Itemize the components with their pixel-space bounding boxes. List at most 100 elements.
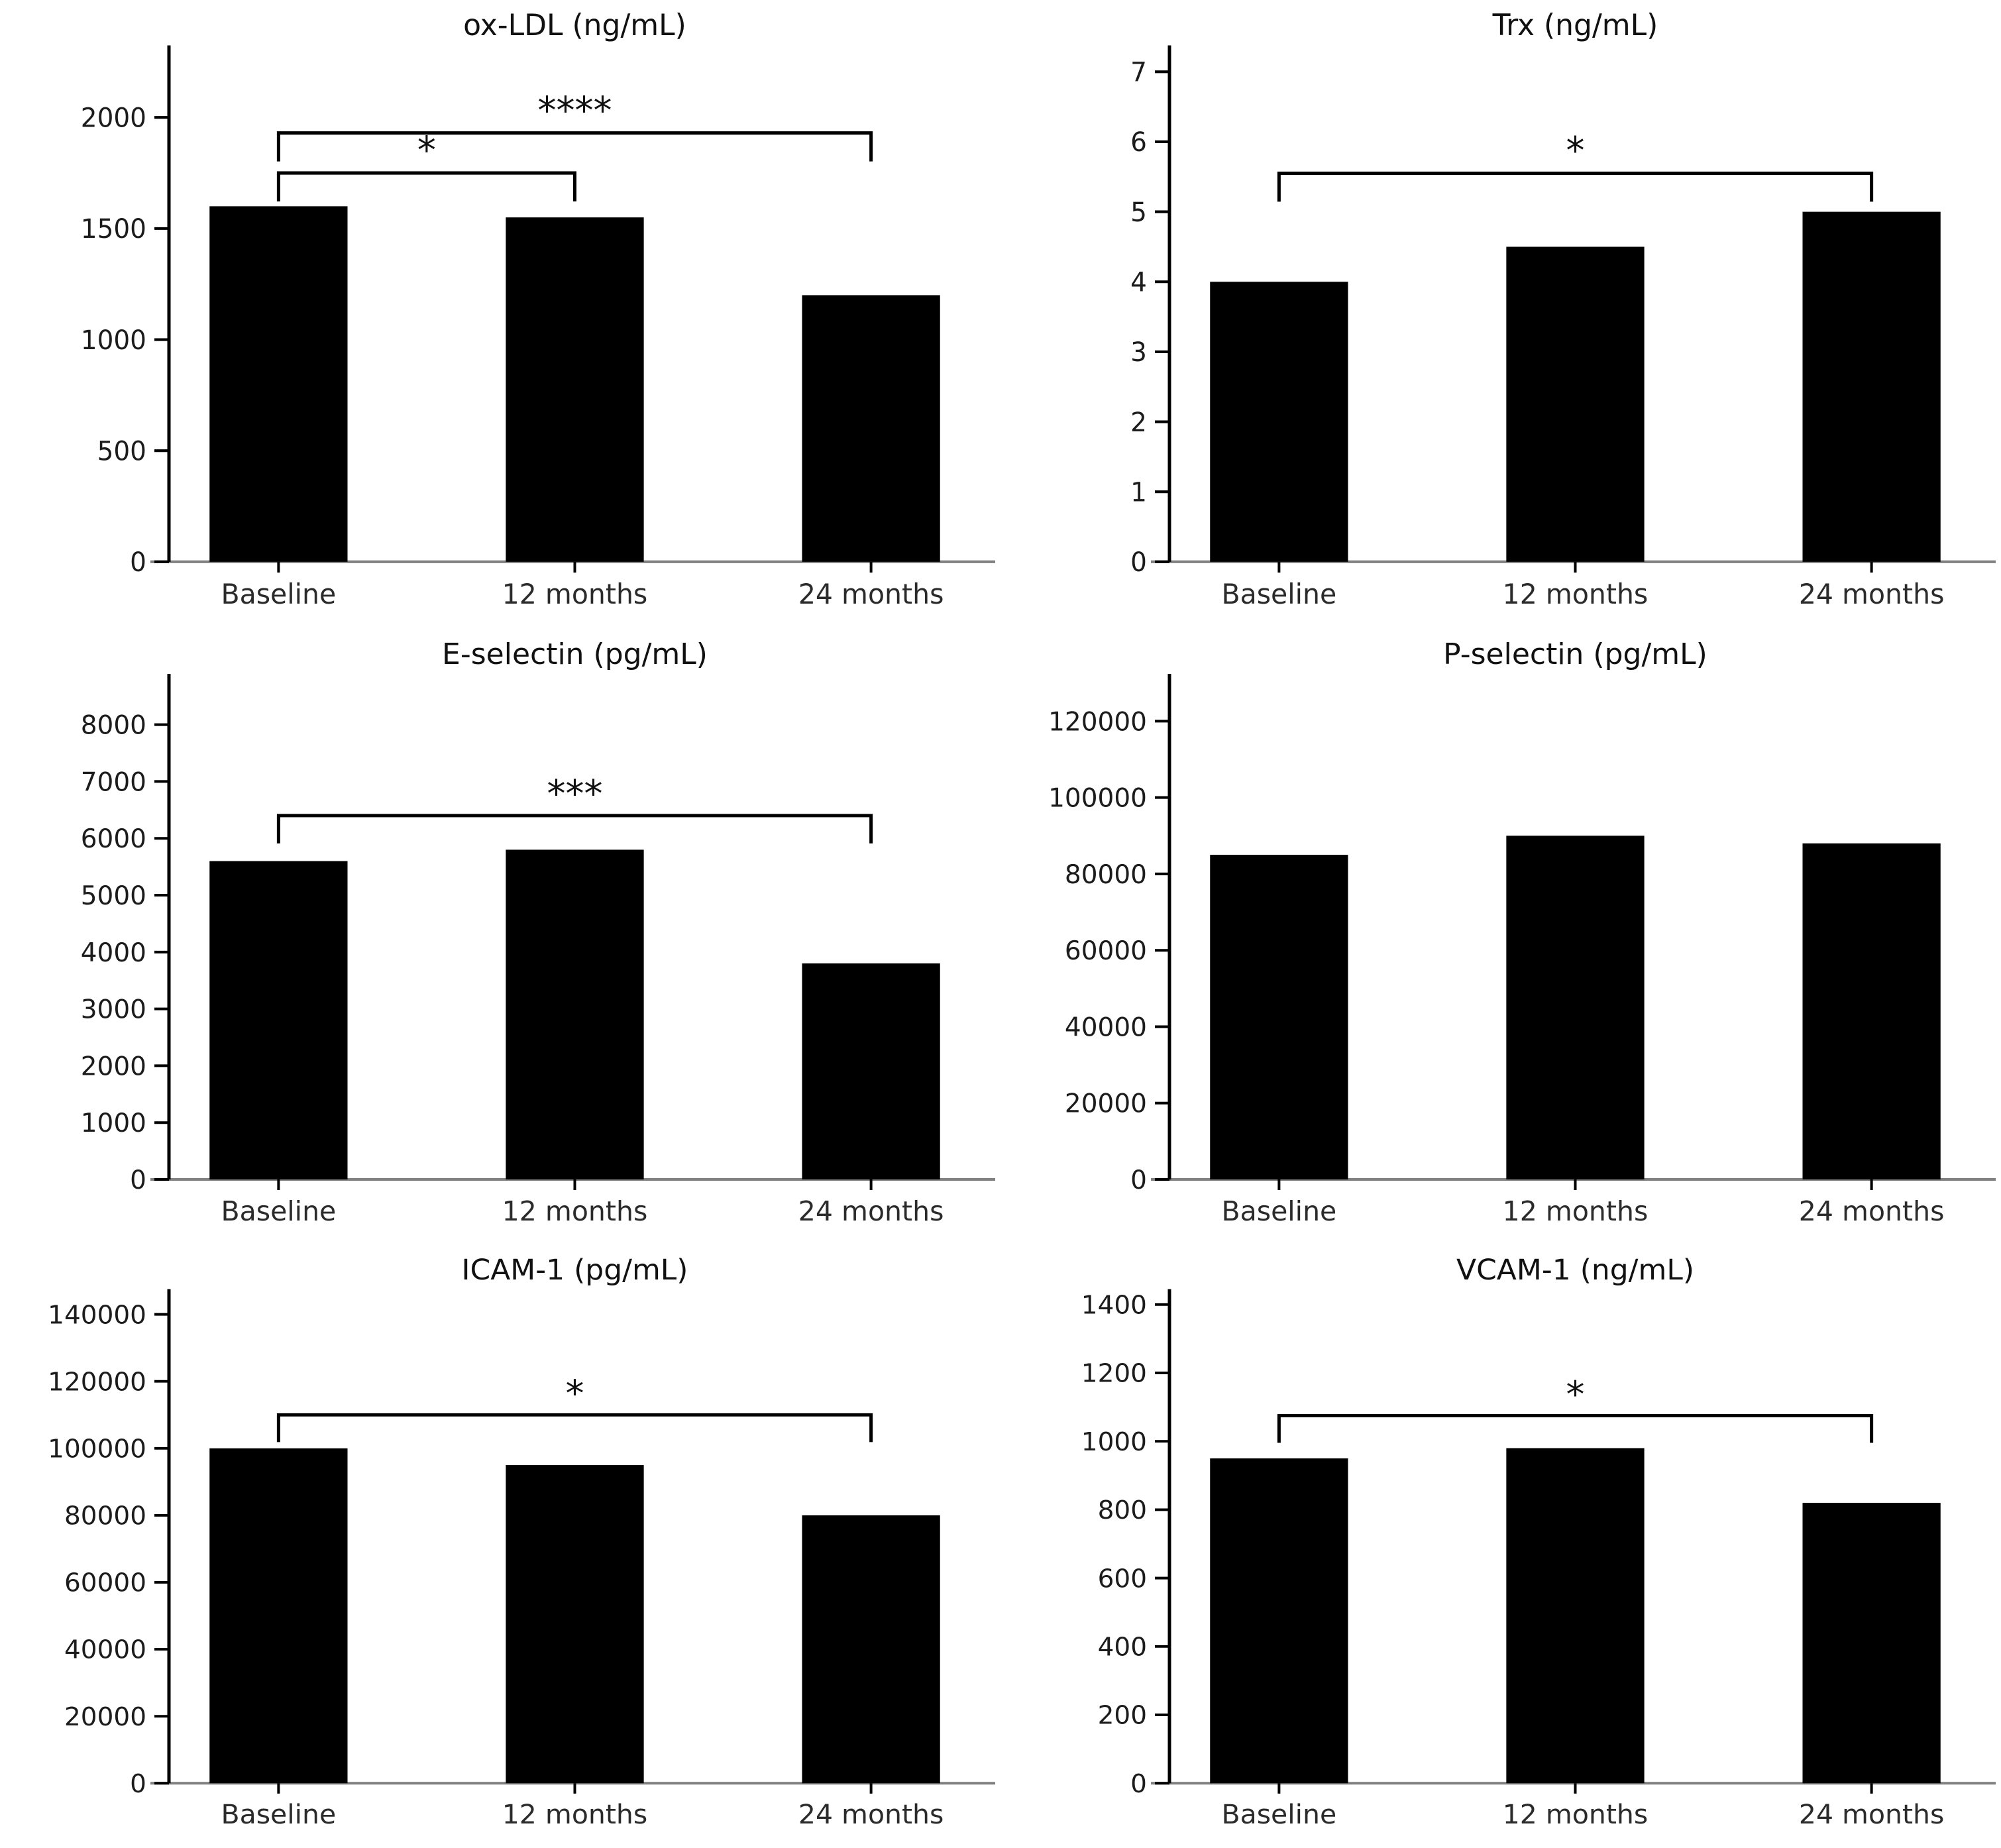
- bar-baseline: [209, 861, 348, 1179]
- chart-panel-icam-1-pg-ml: ICAM-1 (pg/mL) 0 20000 40000 60000 80000 10000…: [0, 1246, 1000, 1848]
- y-tick-label: 0: [130, 547, 146, 578]
- significance-bracket: [276, 171, 576, 201]
- y-tick-label: 600: [1098, 1564, 1147, 1594]
- significance-stars: *: [565, 1373, 584, 1415]
- y-tick-label: 140000: [48, 1301, 146, 1330]
- bar-baseline: [1210, 282, 1348, 562]
- y-tick-label: 500: [97, 436, 146, 466]
- x-category-label: 24 months: [1799, 578, 1945, 611]
- y-tick-label: 4000: [81, 938, 146, 968]
- y-tick-label: 3: [1130, 337, 1147, 368]
- y-tick-label: 60000: [1065, 936, 1147, 966]
- x-category-label: 12 months: [502, 1195, 648, 1227]
- x-category-label: Baseline: [221, 1798, 337, 1829]
- y-tick-label: 40000: [1065, 1012, 1147, 1042]
- y-tick-label: 80000: [64, 1501, 146, 1531]
- x-category-label: Baseline: [221, 1195, 336, 1227]
- significance-stars: *: [1566, 1374, 1584, 1415]
- x-category-label: 12 months: [1503, 1195, 1649, 1227]
- y-tick-label: 0: [130, 1769, 146, 1798]
- significance-stars: *: [417, 129, 436, 173]
- y-tick-label: 800: [1098, 1496, 1147, 1525]
- significance-stars: ***: [547, 773, 603, 816]
- significance-bracket: [276, 131, 873, 162]
- y-tick-label: 0: [1130, 1166, 1147, 1195]
- chart-panel-p-selectin-pg-ml: P-selectin (pg/mL) 0 20000 40000 60000 80000 1…: [1000, 629, 2001, 1246]
- bar-baseline: [1210, 855, 1348, 1179]
- x-category-label: 24 months: [1799, 1195, 1945, 1227]
- chart-panel-trx-ng-ml: Trx (ng/mL) 0 1 2 3 4 5 6 7 Baseline 12 months 24 m…: [1000, 0, 2001, 629]
- chart-title: VCAM-1 (ng/mL): [1456, 1254, 1694, 1286]
- bar-12-months: [1506, 246, 1645, 562]
- bar-24-months: [802, 1515, 940, 1784]
- y-tick-label: 6000: [81, 824, 146, 854]
- bar-12-months: [506, 217, 644, 562]
- chart-canvas: E-selectin (pg/mL) 0 1000 2000 3000 4000 5000 6…: [81, 637, 995, 1227]
- y-tick-label: 2000: [81, 103, 146, 133]
- y-tick-label: 20000: [64, 1702, 146, 1731]
- y-tick-label: 0: [1130, 547, 1147, 578]
- bar-baseline: [209, 1448, 348, 1784]
- y-tick-label: 200: [1098, 1701, 1147, 1730]
- significance-stars: ****: [538, 89, 612, 133]
- chart-canvas: Trx (ng/mL) 0 1 2 3 4 5 6 7 Baseline 12 months 24 m…: [1130, 9, 1996, 611]
- chart-canvas: P-selectin (pg/mL) 0 20000 40000 60000 80000 1…: [1048, 637, 1996, 1227]
- y-tick-label: 4: [1130, 267, 1147, 298]
- bar-12-months: [1506, 836, 1645, 1179]
- x-category-label: Baseline: [1222, 1798, 1337, 1829]
- x-category-label: 12 months: [1503, 1798, 1649, 1829]
- chart-title: E-selectin (pg/mL): [442, 637, 708, 671]
- y-tick-label: 1200: [1081, 1359, 1147, 1388]
- bar-24-months: [802, 963, 940, 1179]
- y-tick-label: 0: [1130, 1769, 1147, 1798]
- x-category-label: 12 months: [502, 578, 648, 611]
- chart-panel-vcam-1-ng-ml: VCAM-1 (ng/mL) 0 200 400 600 800 1000 1200 1400 B…: [1000, 1246, 2001, 1848]
- x-category-label: Baseline: [221, 578, 336, 611]
- y-tick-label: 1000: [81, 325, 146, 355]
- chart-panel-e-selectin-pg-ml: E-selectin (pg/mL) 0 1000 2000 3000 4000 5000 6…: [0, 629, 1000, 1246]
- y-tick-label: 60000: [64, 1568, 146, 1598]
- bar-24-months: [1802, 211, 1941, 562]
- significance-stars: *: [1566, 129, 1585, 174]
- significance-bracket: [276, 814, 873, 843]
- bar-24-months: [1802, 843, 1941, 1179]
- bar-baseline: [209, 206, 348, 562]
- chart-title: Trx (ng/mL): [1492, 9, 1658, 43]
- bar-12-months: [1506, 1448, 1645, 1784]
- chart-title: ICAM-1 (pg/mL): [462, 1254, 688, 1286]
- x-category-label: 24 months: [1799, 1798, 1945, 1829]
- chart-title: P-selectin (pg/mL): [1443, 637, 1707, 671]
- x-category-label: Baseline: [1221, 1195, 1336, 1227]
- x-category-label: 12 months: [502, 1798, 648, 1829]
- y-tick-label: 80000: [1065, 860, 1147, 890]
- significance-bracket: [1277, 171, 1874, 202]
- y-tick-label: 0: [130, 1166, 146, 1195]
- x-category-label: 24 months: [798, 1798, 944, 1829]
- y-tick-label: 1: [1130, 477, 1147, 508]
- y-tick-label: 100000: [48, 1435, 146, 1464]
- y-tick-label: 40000: [64, 1635, 146, 1664]
- x-category-label: 24 months: [798, 578, 944, 611]
- x-category-label: 12 months: [1503, 578, 1649, 611]
- y-tick-label: 2000: [81, 1052, 146, 1081]
- chart-panel-ox-ldl-ng-ml: ox-LDL (ng/mL) 0 500 1000 1500 2000 Baseline 12…: [0, 0, 1000, 629]
- y-tick-label: 1500: [81, 214, 146, 245]
- chart-canvas: ox-LDL (ng/mL) 0 500 1000 1500 2000 Baseline 12…: [81, 9, 995, 611]
- y-tick-label: 120000: [48, 1368, 146, 1397]
- x-category-label: 24 months: [798, 1195, 944, 1227]
- y-tick-label: 1000: [81, 1109, 146, 1138]
- x-category-label: Baseline: [1221, 578, 1336, 611]
- bar-12-months: [506, 849, 644, 1179]
- y-tick-label: 100000: [1048, 784, 1147, 814]
- y-tick-label: 120000: [1048, 707, 1147, 737]
- bar-12-months: [506, 1465, 644, 1784]
- bar-24-months: [802, 295, 940, 562]
- bar-24-months: [1802, 1503, 1941, 1784]
- y-tick-label: 8000: [81, 711, 146, 741]
- y-tick-label: 7000: [81, 767, 146, 797]
- y-tick-label: 6: [1130, 127, 1147, 158]
- y-tick-label: 2: [1130, 407, 1147, 437]
- y-tick-label: 1400: [1081, 1291, 1147, 1320]
- y-tick-label: 20000: [1065, 1089, 1147, 1119]
